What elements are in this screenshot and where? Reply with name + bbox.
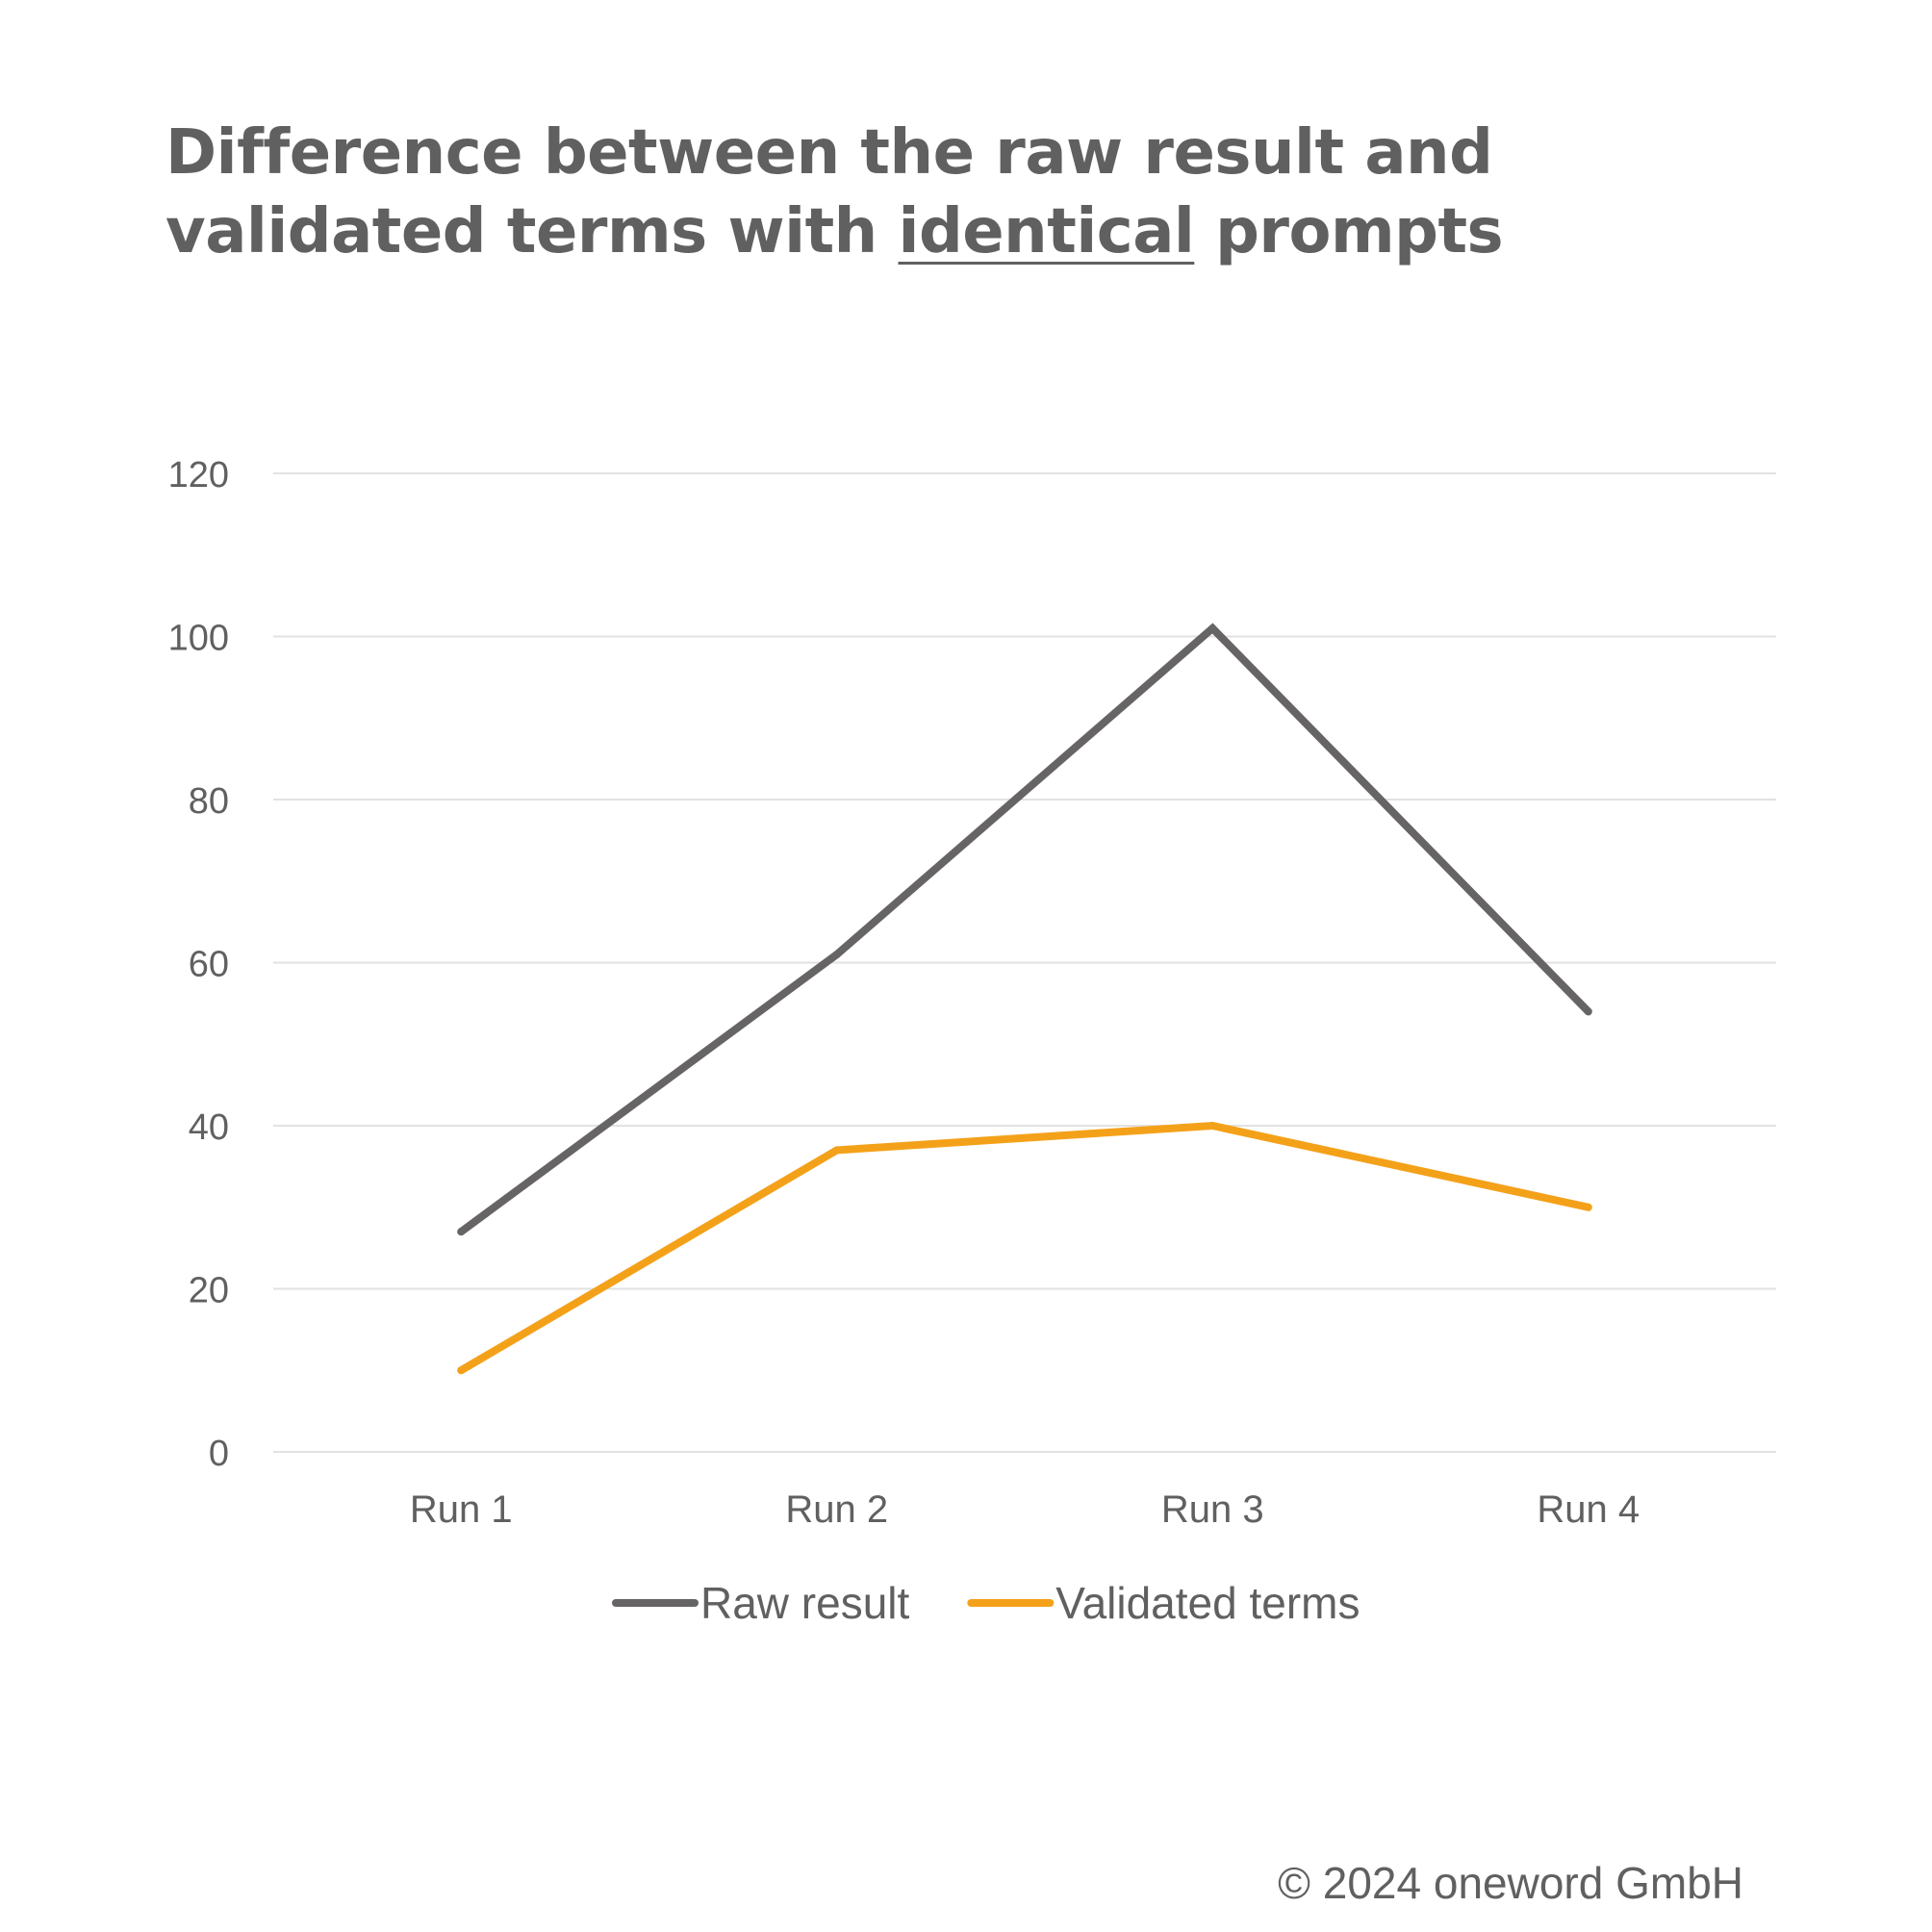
x-tick-label: Run 1 (410, 1488, 513, 1531)
y-tick-label: 100 (168, 619, 229, 659)
y-tick-label: 120 (168, 455, 229, 496)
y-tick-label: 80 (189, 781, 229, 822)
data-point (832, 1146, 841, 1155)
y-tick-label: 20 (189, 1271, 229, 1311)
x-tick-label: Run 3 (1161, 1488, 1264, 1531)
y-tick-label: 40 (189, 1107, 229, 1148)
y-axis-tick-labels: 0 20 40 60 80 100 120 (168, 455, 229, 1474)
x-axis-tick-labels: Run 1 Run 2 Run 3 Run 4 (410, 1488, 1640, 1531)
data-point (457, 1366, 466, 1375)
y-tick-label: 0 (209, 1434, 229, 1474)
data-point (1584, 1203, 1592, 1211)
data-point (457, 1228, 466, 1236)
copyright-notice: © 2024 oneword GmbH (1278, 1858, 1743, 1908)
title-emphasis: identical (898, 196, 1195, 267)
chart-title: Difference between the raw result and va… (165, 114, 1801, 271)
legend-label: Validated terms (1055, 1578, 1360, 1628)
series-line-0 (457, 623, 1592, 1236)
series-lines (457, 623, 1592, 1375)
legend: Raw result Validated terms (612, 1578, 1360, 1628)
data-point (1208, 624, 1217, 633)
series-line-1 (457, 1121, 1592, 1375)
legend-label: Raw result (700, 1578, 910, 1628)
gridlines (273, 472, 1776, 1453)
x-tick-label: Run 4 (1537, 1488, 1640, 1531)
data-point (1208, 1122, 1217, 1130)
title-text-start: Difference between the raw result and va… (165, 117, 1493, 267)
y-tick-label: 60 (189, 945, 229, 985)
data-point (1584, 1007, 1592, 1016)
data-point (832, 951, 841, 959)
title-text-end: prompts (1194, 196, 1504, 267)
x-tick-label: Run 2 (785, 1488, 888, 1531)
